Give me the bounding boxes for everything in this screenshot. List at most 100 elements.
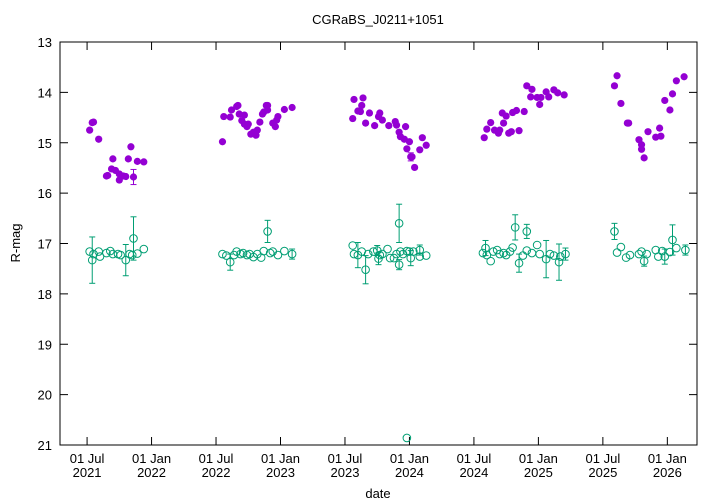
marker [86, 126, 94, 134]
x-tick-label: 01 Jul [457, 451, 492, 466]
comparison-point [541, 239, 551, 279]
comparison-point [612, 248, 622, 257]
target-point [512, 106, 521, 115]
marker [545, 249, 555, 259]
x-tick-label: 2021 [73, 465, 102, 480]
target-point [129, 168, 138, 186]
target-point [378, 116, 386, 124]
marker [482, 250, 492, 260]
marker [361, 265, 370, 274]
marker [556, 252, 565, 261]
marker [234, 101, 242, 110]
marker [668, 90, 677, 98]
comparison-point [495, 249, 505, 259]
comparison-point [218, 249, 227, 259]
marker [537, 93, 545, 102]
marker [139, 244, 149, 254]
marker [665, 247, 675, 257]
marker [625, 119, 633, 127]
marker [522, 246, 532, 255]
marker [358, 101, 366, 110]
target-point [227, 106, 236, 114]
marker [656, 124, 664, 132]
target-point [271, 123, 279, 131]
marker [359, 94, 367, 102]
target-point [220, 112, 228, 121]
comparison-point [508, 243, 517, 252]
target-point [124, 155, 132, 163]
marker [612, 248, 622, 257]
target-point [610, 82, 619, 90]
target-point [140, 158, 148, 166]
target-point [520, 107, 528, 116]
marker [259, 246, 269, 256]
comparison-point [121, 244, 131, 277]
comparison-point [396, 247, 405, 256]
comparison-point [402, 433, 412, 443]
marker [421, 251, 431, 260]
marker [378, 116, 386, 124]
marker [265, 248, 275, 258]
target-point [480, 134, 488, 142]
x-tick-label: 2022 [202, 465, 231, 480]
target-point [133, 157, 141, 165]
marker [95, 252, 105, 261]
target-point [644, 128, 652, 136]
marker [376, 109, 384, 117]
marker [227, 106, 236, 114]
target-point [102, 172, 111, 180]
target-point [536, 100, 544, 109]
target-point [496, 126, 504, 134]
marker [507, 128, 515, 136]
marker [350, 95, 358, 104]
comparison-point [378, 249, 387, 259]
target-point [288, 103, 296, 112]
comparison-point [482, 250, 492, 260]
marker [127, 143, 135, 151]
target-point [403, 145, 411, 153]
marker [610, 82, 619, 90]
marker [220, 112, 228, 121]
comparison-point [385, 253, 395, 263]
marker [371, 122, 379, 130]
marker [362, 119, 370, 127]
marker [124, 155, 132, 163]
marker [129, 173, 138, 181]
marker [416, 146, 424, 154]
marker [483, 125, 491, 133]
marker [392, 121, 401, 129]
marker [480, 134, 488, 142]
target-point [507, 128, 515, 136]
marker [411, 163, 419, 172]
target-point [392, 121, 401, 129]
comparison-point [660, 248, 670, 265]
comparison-point [406, 250, 416, 267]
comparison-point [672, 243, 681, 253]
marker [499, 119, 508, 127]
marker [348, 241, 358, 250]
marker [487, 119, 495, 127]
marker [660, 252, 670, 261]
marker [528, 85, 536, 93]
marker [680, 73, 688, 81]
comparison-point [263, 219, 272, 243]
marker [672, 77, 680, 85]
marker [560, 91, 568, 99]
marker [415, 245, 425, 255]
marker [405, 138, 414, 146]
target-point [349, 114, 357, 123]
marker [520, 107, 528, 116]
target-point [89, 118, 98, 126]
marker [640, 154, 648, 162]
target-point [617, 99, 625, 108]
target-point [127, 143, 135, 151]
marker [405, 247, 414, 256]
comparison-point [348, 241, 358, 250]
target-point [376, 109, 384, 117]
target-series [86, 72, 688, 186]
comparison-point [554, 243, 564, 281]
target-point [422, 141, 430, 149]
marker [253, 126, 261, 134]
y-tick-label: 21 [38, 438, 52, 453]
